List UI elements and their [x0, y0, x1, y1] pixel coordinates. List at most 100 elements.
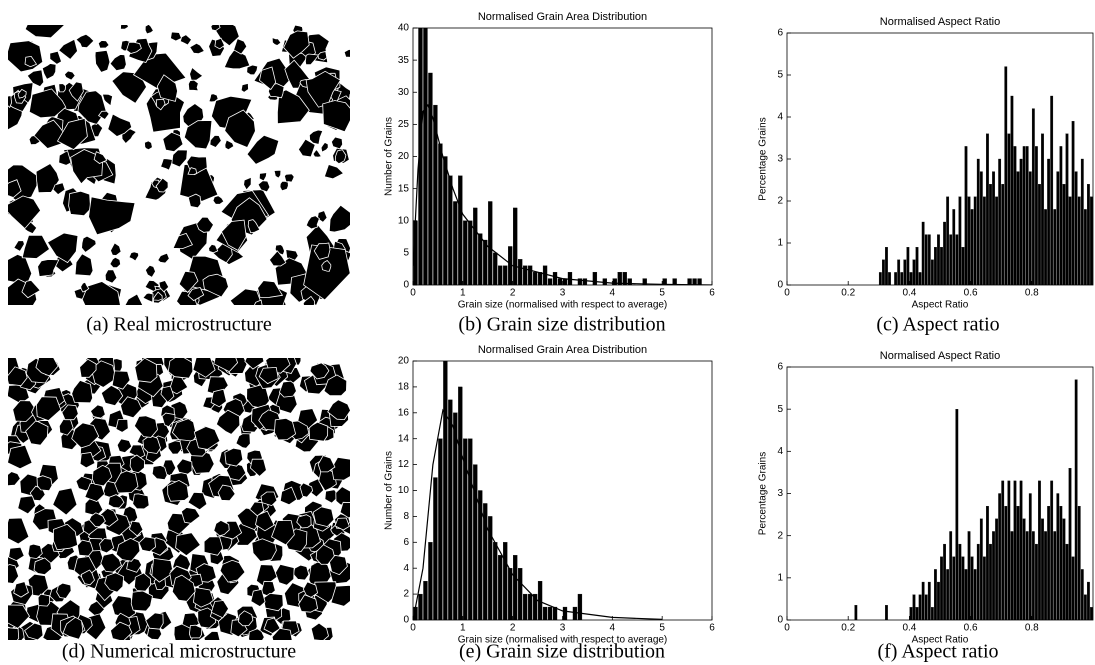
x-tick-label: 2	[510, 288, 516, 299]
bar	[438, 438, 443, 620]
bar	[940, 247, 943, 285]
bar	[488, 516, 493, 620]
bar	[498, 555, 503, 620]
bar	[1077, 505, 1081, 620]
bar	[964, 146, 968, 285]
bar	[998, 158, 1002, 285]
bar	[909, 607, 913, 620]
x-tick-label: 0	[784, 623, 790, 634]
bar	[1019, 158, 1023, 285]
bar	[1068, 196, 1072, 285]
bar	[1038, 184, 1041, 285]
bar	[955, 234, 959, 285]
bar	[527, 265, 533, 285]
bar	[547, 606, 553, 620]
bar	[1038, 480, 1041, 620]
bar	[888, 272, 891, 285]
bar	[992, 531, 995, 620]
y-tick-label: 10	[398, 215, 410, 226]
bar	[443, 156, 448, 285]
bar	[438, 143, 443, 285]
x-tick-label: 0.4	[902, 288, 916, 299]
bar	[1016, 505, 1020, 620]
x-tick-label: 0.8	[1025, 288, 1039, 299]
bar	[1041, 518, 1044, 620]
bar	[958, 543, 962, 620]
chart-title: Normalised Grain Area Distribution	[478, 344, 647, 356]
bar	[897, 259, 901, 285]
bar	[924, 594, 928, 620]
bar	[1010, 531, 1014, 620]
bar	[672, 278, 677, 285]
bar	[542, 606, 548, 620]
axes-box	[786, 32, 1094, 286]
bar	[915, 607, 919, 620]
bar	[967, 531, 971, 620]
caption: (f) Aspect ratio	[877, 641, 998, 663]
bar	[930, 607, 934, 620]
caption: (d) Numerical microstructure	[62, 641, 296, 663]
bar	[1056, 171, 1060, 285]
bar	[483, 503, 488, 620]
bar	[1065, 543, 1069, 620]
bar	[970, 556, 974, 620]
y-tick-label: 6	[777, 28, 783, 39]
axes-box	[412, 27, 713, 286]
bar	[572, 606, 578, 620]
axes-box	[412, 360, 713, 621]
bar	[982, 556, 986, 620]
bar	[493, 542, 498, 620]
x-tick-label: 2	[510, 623, 516, 634]
bar	[687, 278, 692, 285]
bar	[989, 184, 992, 285]
bar	[1004, 505, 1008, 620]
bar	[592, 271, 598, 285]
y-tick-label: 2	[777, 196, 783, 207]
bar	[503, 542, 508, 620]
bar	[1007, 480, 1011, 620]
bar	[924, 234, 928, 285]
bar	[1080, 158, 1084, 285]
x-tick-label: 4	[610, 288, 616, 299]
bar	[508, 568, 513, 620]
y-tick-label: 25	[398, 119, 410, 130]
bar	[547, 278, 553, 285]
y-tick-label: 16	[398, 407, 410, 418]
bar	[1062, 518, 1066, 620]
bar	[973, 196, 977, 285]
x-tick-label: 0.6	[964, 288, 978, 299]
y-tick-label: 4	[403, 563, 409, 574]
bar	[979, 171, 983, 285]
caption: (a) Real microstructure	[86, 314, 272, 336]
y-tick-label: 14	[398, 433, 410, 444]
bar	[443, 361, 448, 620]
x-tick-label: 0.2	[841, 288, 855, 299]
bar	[1080, 569, 1084, 620]
bar	[1083, 209, 1087, 285]
bar	[949, 234, 953, 285]
y-tick-label: 0	[403, 280, 409, 291]
bar	[562, 606, 568, 620]
bar	[1031, 531, 1035, 620]
bar	[513, 555, 518, 620]
bar	[1047, 505, 1051, 620]
bar	[986, 505, 989, 620]
bar	[992, 171, 995, 285]
bar	[642, 278, 647, 285]
bar	[627, 278, 632, 285]
bar	[473, 464, 478, 620]
bar	[468, 438, 473, 620]
bar	[1077, 196, 1081, 285]
bar	[493, 252, 498, 285]
y-tick-label: 4	[777, 112, 783, 123]
y-tick-label: 2	[403, 589, 409, 600]
bar	[463, 438, 468, 620]
chart: Normalised Grain Area Distribution Grain …	[384, 344, 716, 646]
bar	[979, 518, 983, 620]
bar	[976, 543, 980, 620]
y-tick-label: 3	[777, 154, 783, 165]
bar	[1025, 531, 1029, 620]
bar	[1074, 171, 1078, 285]
caption: (b) Grain size distribution	[458, 314, 665, 336]
